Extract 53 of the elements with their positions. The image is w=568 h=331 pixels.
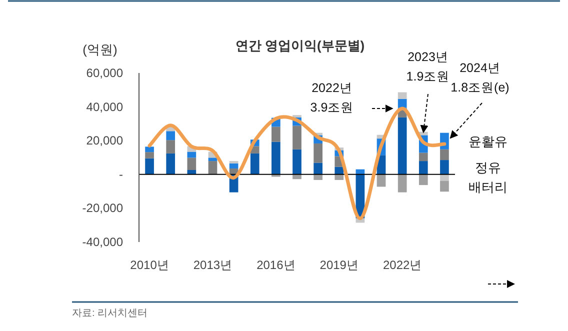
- bar: [250, 153, 260, 174]
- bar: [314, 162, 322, 174]
- bar: [272, 142, 280, 174]
- bar: [292, 149, 302, 174]
- bar: [398, 174, 407, 192]
- y-tick-label: 40,000: [86, 100, 124, 114]
- annotation: 2024년 1.8조원(e): [450, 61, 510, 94]
- bar: [145, 152, 154, 158]
- bar: [187, 170, 196, 174]
- bar: [440, 160, 449, 174]
- bar: [187, 158, 196, 170]
- bar: [314, 143, 322, 163]
- bar: [166, 140, 176, 154]
- x-tick-label: 2016년: [256, 258, 296, 272]
- bar: [229, 163, 238, 168]
- bar: [398, 98, 407, 108]
- bar: [145, 158, 154, 174]
- series-label: 배터리: [468, 179, 508, 194]
- bar: [418, 152, 428, 162]
- bar: [166, 153, 176, 174]
- bar: [208, 158, 218, 162]
- x-tick-label: 2010년: [130, 258, 169, 272]
- bar: [272, 126, 280, 142]
- bar: [440, 180, 449, 192]
- y-tick-label: -20,000: [82, 201, 124, 216]
- bar: [418, 161, 428, 174]
- bar: [208, 161, 218, 174]
- bar: [187, 152, 196, 158]
- bar: [440, 174, 449, 181]
- x-tick-label: 2022년: [382, 258, 422, 272]
- bar: [314, 174, 322, 180]
- bar: [334, 166, 344, 174]
- bar: [334, 174, 344, 180]
- annotation: 2022년 3.9조원: [310, 81, 354, 114]
- x-tick-label: 2019년: [320, 258, 358, 272]
- bar: [398, 92, 407, 99]
- bar: [166, 131, 176, 140]
- text: 정유: [475, 160, 501, 176]
- series-label: 윤활유: [468, 134, 508, 150]
- y-tick-label: -: [119, 167, 123, 182]
- x-tick-label: 2013년: [193, 258, 232, 272]
- bar: [418, 174, 428, 186]
- annotation: 2023년 1.9조원: [406, 50, 450, 84]
- y-tick-label: 20,000: [86, 134, 124, 148]
- bar: [145, 146, 154, 152]
- bar: [292, 126, 302, 150]
- chart-title: 연간 영업이익(부문별): [235, 38, 365, 53]
- bar: [440, 149, 449, 160]
- y-tick-label: 60,000: [86, 66, 124, 80]
- text: 자료: 리서치센터: [72, 308, 148, 319]
- y-axis-title: (억원): [82, 42, 118, 57]
- y-tick-label: -40,000: [82, 235, 124, 249]
- bar: [398, 117, 407, 174]
